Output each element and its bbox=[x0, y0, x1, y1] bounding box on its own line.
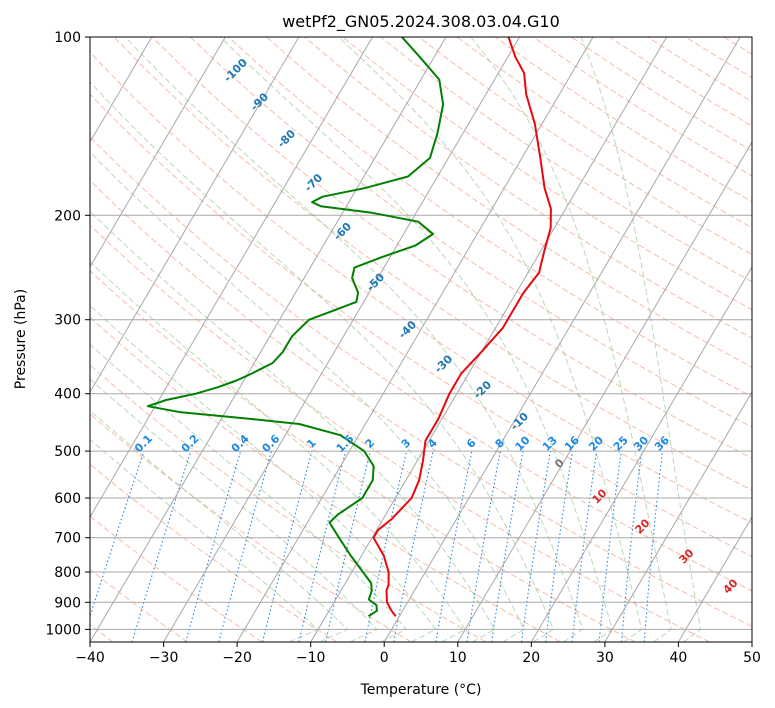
mixing-ratio-line bbox=[643, 451, 664, 642]
y-axis-ticks: 1000 900 800 700 600 500 400 300 200 100 bbox=[45, 30, 90, 638]
x-tick-label: −30 bbox=[149, 650, 179, 666]
mixing-ratio-line bbox=[298, 450, 347, 642]
isotherm-line bbox=[310, 37, 668, 642]
moist-adiabat-line bbox=[90, 438, 320, 642]
x-tick-label: 30 bbox=[596, 650, 614, 666]
temperature-profile-line bbox=[372, 37, 552, 617]
dry-adiabat-line bbox=[380, 37, 752, 283]
isotherm-line bbox=[90, 37, 226, 268]
dry-adiabat-line bbox=[342, 37, 752, 311]
mixing-ratio-lines bbox=[90, 450, 664, 642]
chart-title: wetPf2_GN05.2024.308.03.04.G10 bbox=[282, 12, 560, 32]
isotherm-line bbox=[90, 37, 300, 393]
y-tick-label: 900 bbox=[54, 595, 81, 611]
y-tick-label: 100 bbox=[54, 30, 81, 46]
dry-adiabat-line bbox=[90, 179, 752, 627]
moist-adiabat-line bbox=[90, 151, 525, 642]
dry-adiabat-line bbox=[113, 37, 752, 491]
y-tick-label: 700 bbox=[54, 531, 81, 547]
moist-adiabat-line bbox=[90, 343, 408, 642]
y-tick-label: 200 bbox=[54, 208, 81, 224]
isotherm-line bbox=[90, 37, 373, 518]
moist-adiabat-line bbox=[90, 409, 349, 642]
mixing-ratio-line bbox=[491, 451, 524, 642]
moist-adiabat-line bbox=[580, 37, 702, 642]
isotherm-line bbox=[604, 391, 752, 642]
mixing-ratio-line bbox=[545, 451, 574, 642]
dry-adiabat-line bbox=[90, 463, 337, 642]
x-axis-ticks: −40 −30 −20 −10 0 10 20 30 40 50 bbox=[75, 642, 761, 666]
dry-adiabat-line bbox=[90, 316, 561, 642]
moist-adiabat-line bbox=[125, 37, 584, 642]
y-tick-label: 800 bbox=[54, 565, 81, 581]
sounding-series bbox=[146, 37, 552, 618]
isotherm-line bbox=[383, 37, 741, 642]
moist-adiabat-line bbox=[90, 81, 555, 642]
dry-adiabats bbox=[90, 37, 752, 642]
mixing-ratio-line bbox=[571, 451, 598, 642]
isotherm-line bbox=[677, 515, 752, 642]
moist-adiabat-line bbox=[90, 210, 496, 642]
moist-adiabat-line bbox=[90, 305, 437, 642]
y-tick-label: 1000 bbox=[45, 622, 81, 638]
dry-adiabat-line bbox=[266, 37, 752, 368]
isotherm-line bbox=[530, 265, 752, 642]
mixing-ratio-line bbox=[621, 451, 643, 642]
mixing-ratio-line bbox=[185, 450, 242, 642]
x-tick-label: −10 bbox=[296, 650, 326, 666]
mixing-ratio-line bbox=[261, 450, 313, 642]
isotherm-grid bbox=[90, 37, 752, 642]
y-tick-label: 400 bbox=[54, 387, 81, 403]
mixing-ratio-line bbox=[364, 450, 408, 642]
isotherm-line bbox=[457, 141, 752, 642]
moist-adiabat-line bbox=[338, 37, 643, 642]
moist-adiabat-line bbox=[90, 261, 466, 642]
dry-adiabat-line bbox=[304, 37, 752, 339]
moist-adiabat-line bbox=[470, 37, 672, 642]
mixing-ratio-line bbox=[325, 450, 371, 642]
y-tick-label: 600 bbox=[54, 491, 81, 507]
x-tick-label: −20 bbox=[222, 650, 252, 666]
pressure-grid bbox=[90, 37, 752, 630]
isotherm-line bbox=[163, 37, 521, 642]
x-tick-label: 10 bbox=[449, 650, 467, 666]
x-tick-label: 20 bbox=[522, 650, 540, 666]
x-tick-label: 0 bbox=[380, 650, 389, 666]
isotherm-line bbox=[90, 37, 153, 144]
x-tick-label: −40 bbox=[75, 650, 105, 666]
x-tick-label: 40 bbox=[669, 650, 687, 666]
dry-adiabat-line bbox=[90, 224, 710, 642]
y-axis-label: Pressure (hPa) bbox=[13, 289, 29, 389]
isotherm-line bbox=[90, 37, 447, 642]
dry-adiabat-line bbox=[90, 515, 263, 642]
plot-frame bbox=[89, 36, 753, 643]
dry-adiabat-line bbox=[228, 37, 752, 398]
isotherm-line bbox=[236, 37, 594, 642]
dry-adiabat-line bbox=[90, 93, 752, 558]
dewpoint-profile-line bbox=[146, 37, 445, 618]
mixing-ratio-line bbox=[218, 450, 272, 642]
plot-area: 0.1 0.2 0.4 0.6 1 1.5 2 3 4 6 8 10 13 16 20 25 30 36-100-… bbox=[90, 37, 752, 642]
x-tick-label: 50 bbox=[743, 650, 761, 666]
mixing-ratio-line bbox=[598, 451, 622, 642]
dry-adiabat-line bbox=[90, 51, 752, 524]
y-tick-label: 300 bbox=[54, 313, 81, 329]
mixing-ratio-line bbox=[520, 451, 551, 642]
x-axis-label: Temperature (°C) bbox=[360, 682, 482, 698]
dry-adiabat-line bbox=[151, 37, 752, 459]
mixing-ratio-line bbox=[131, 450, 192, 642]
dry-adiabat-line bbox=[90, 364, 487, 642]
y-tick-label: 500 bbox=[54, 444, 81, 460]
